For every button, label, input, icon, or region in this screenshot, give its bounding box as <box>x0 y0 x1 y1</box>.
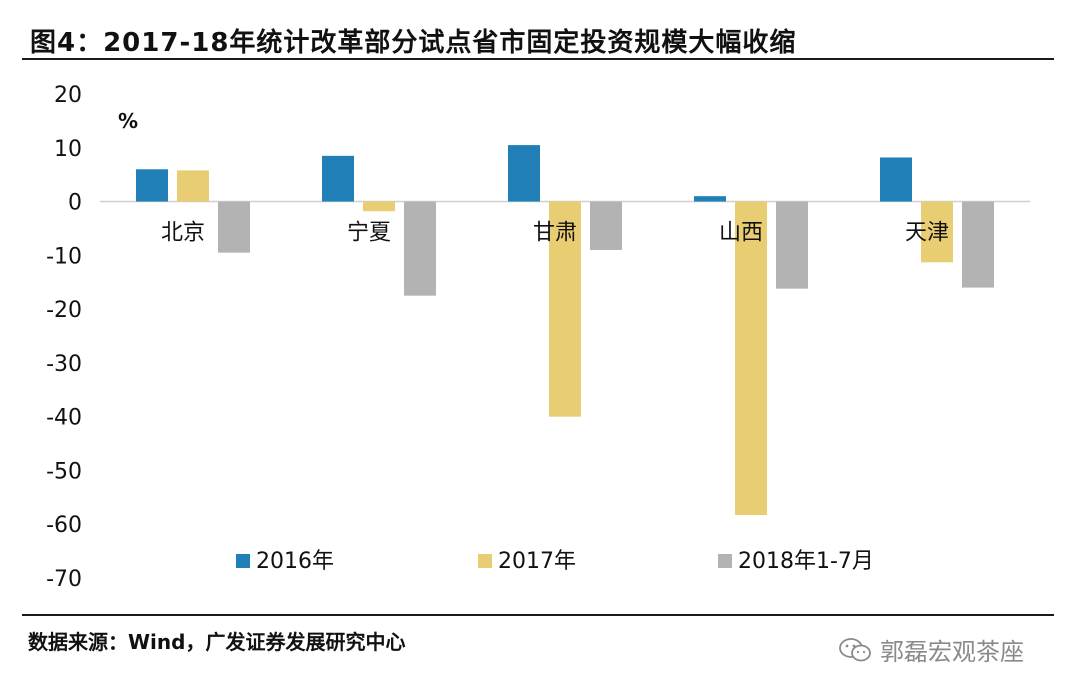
bar-3-北京 <box>218 201 250 253</box>
y-tick-label: 20 <box>54 83 82 108</box>
category-label: 山西 <box>719 221 763 246</box>
source-note: 数据来源：Wind，广发证券发展研究中心 <box>28 630 406 654</box>
category-label: 宁夏 <box>347 221 391 246</box>
watermark: 郭磊宏观茶座 <box>838 632 1024 667</box>
y-tick-label: -40 <box>46 406 82 431</box>
bar-2-甘肃 <box>549 201 581 417</box>
y-tick-label: -70 <box>46 567 82 592</box>
bar-2-宁夏 <box>363 201 395 212</box>
chart-title: 图4：2017-18年统计改革部分试点省市固定投资规模大幅收缩 <box>30 28 797 58</box>
bar-2-山西 <box>735 201 767 516</box>
y-tick-label: -30 <box>46 352 82 377</box>
bar-1-天津 <box>880 157 912 202</box>
watermark-text: 郭磊宏观茶座 <box>880 638 1024 666</box>
bar-3-天津 <box>962 201 994 288</box>
category-label: 天津 <box>905 221 949 246</box>
legend-label: 2018年1-7月 <box>738 549 874 574</box>
bar-3-甘肃 <box>590 201 622 250</box>
bar-2-北京 <box>177 170 209 202</box>
bars <box>136 145 994 516</box>
bar-3-宁夏 <box>404 201 436 296</box>
y-tick-label: -60 <box>46 513 82 538</box>
category-labels: 北京 宁夏 甘肃 山西 天津 <box>161 221 949 246</box>
category-label: 甘肃 <box>533 221 577 246</box>
legend-label: 2017年 <box>498 549 576 574</box>
y-tick-label: -10 <box>46 244 82 269</box>
bar-1-甘肃 <box>508 145 540 202</box>
title-rule <box>22 58 1054 60</box>
y-tick-label: -50 <box>46 459 82 484</box>
wechat-icon <box>839 637 871 661</box>
y-tick-label: 10 <box>54 137 82 162</box>
bar-3-山西 <box>776 201 808 289</box>
bar-1-山西 <box>694 196 726 202</box>
category-label: 北京 <box>161 221 205 246</box>
legend-swatch <box>478 554 492 568</box>
y-axis-unit-label: % <box>118 109 138 133</box>
bar-1-北京 <box>136 169 168 202</box>
y-tick-label: -20 <box>46 298 82 323</box>
y-axis-ticks: 20 10 0 -10 -20 -30 -40 -50 -60 -70 <box>46 83 82 592</box>
legend-label: 2016年 <box>256 549 334 574</box>
legend-swatch <box>236 554 250 568</box>
source-rule <box>22 614 1054 616</box>
y-tick-label: 0 <box>68 191 82 216</box>
legend-swatch <box>718 554 732 568</box>
bar-2-天津 <box>921 201 953 263</box>
bar-1-宁夏 <box>322 155 354 202</box>
legend: 2016年 2017年 2018年1-7月 <box>236 549 874 574</box>
